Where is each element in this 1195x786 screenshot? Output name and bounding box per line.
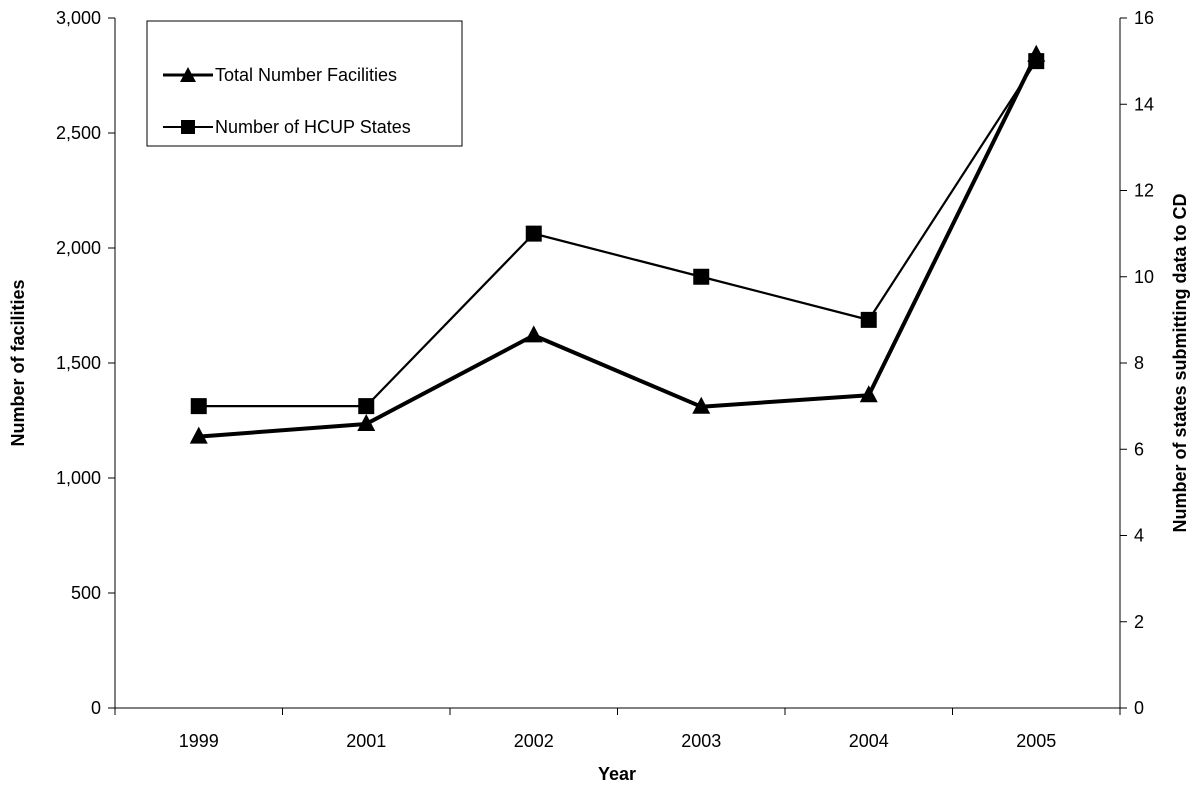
facilities-point-1999 [189, 426, 208, 444]
y-axis-title: Number of facilities [8, 279, 28, 446]
legend: Total Number Facilities Number of HCUP S… [146, 20, 463, 147]
states-point-1999 [190, 398, 207, 415]
y2-tick-label: 16 [1134, 8, 1154, 28]
y2-tick-label: 0 [1134, 698, 1144, 718]
states-point-2005 [1028, 53, 1045, 70]
y2-tick-label: 10 [1134, 267, 1154, 287]
y2-tick-label: 4 [1134, 526, 1144, 546]
y-tick-label: 500 [71, 583, 101, 603]
legend-square-marker [181, 120, 195, 134]
facilities-point-2004 [859, 385, 878, 403]
x-axis-title: Year [598, 764, 636, 784]
legend-triangle-marker [180, 67, 196, 82]
states-point-2003 [693, 268, 710, 285]
legend-label-states: Number of HCUP States [215, 117, 411, 137]
facilities-point-2003 [692, 396, 711, 414]
y2-axis-title: Number of states submitting data to CD [1170, 193, 1190, 532]
axes: 0 500 1,000 1,500 2,000 2,500 3,000 0 2 4 6 8 10 12 14… [56, 8, 1154, 751]
y2-tick-label: 2 [1134, 612, 1144, 632]
states-point-2001 [358, 398, 375, 415]
legend-label-facilities: Total Number Facilities [215, 65, 397, 85]
legend-box [146, 20, 463, 147]
y-tick-label: 0 [91, 698, 101, 718]
facilities-point-2002 [524, 325, 543, 343]
x-tick-label: 1999 [179, 731, 219, 751]
y-tick-label: 2,500 [56, 123, 101, 143]
y2-tick-label: 6 [1134, 439, 1144, 459]
x-tick-label: 2004 [849, 731, 889, 751]
x-tick-label: 2001 [346, 731, 386, 751]
series-markers [189, 44, 1046, 444]
states-point-2004 [860, 311, 877, 328]
y2-tick-label: 14 [1134, 94, 1154, 114]
y-tick-label: 1,000 [56, 468, 101, 488]
x-tick-label: 2005 [1016, 731, 1056, 751]
y-tick-label: 2,000 [56, 238, 101, 258]
x-tick-label: 2002 [514, 731, 554, 751]
facilities-point-2001 [357, 413, 376, 431]
series-lines [198, 53, 1039, 439]
series-line-facilities [198, 53, 1039, 439]
y-tick-label: 1,500 [56, 353, 101, 373]
y-tick-label: 3,000 [56, 8, 101, 28]
x-tick-label: 2003 [681, 731, 721, 751]
y2-tick-label: 12 [1134, 181, 1154, 201]
series-line-states [198, 60, 1038, 408]
y2-tick-label: 8 [1134, 353, 1144, 373]
states-point-2002 [525, 225, 542, 242]
